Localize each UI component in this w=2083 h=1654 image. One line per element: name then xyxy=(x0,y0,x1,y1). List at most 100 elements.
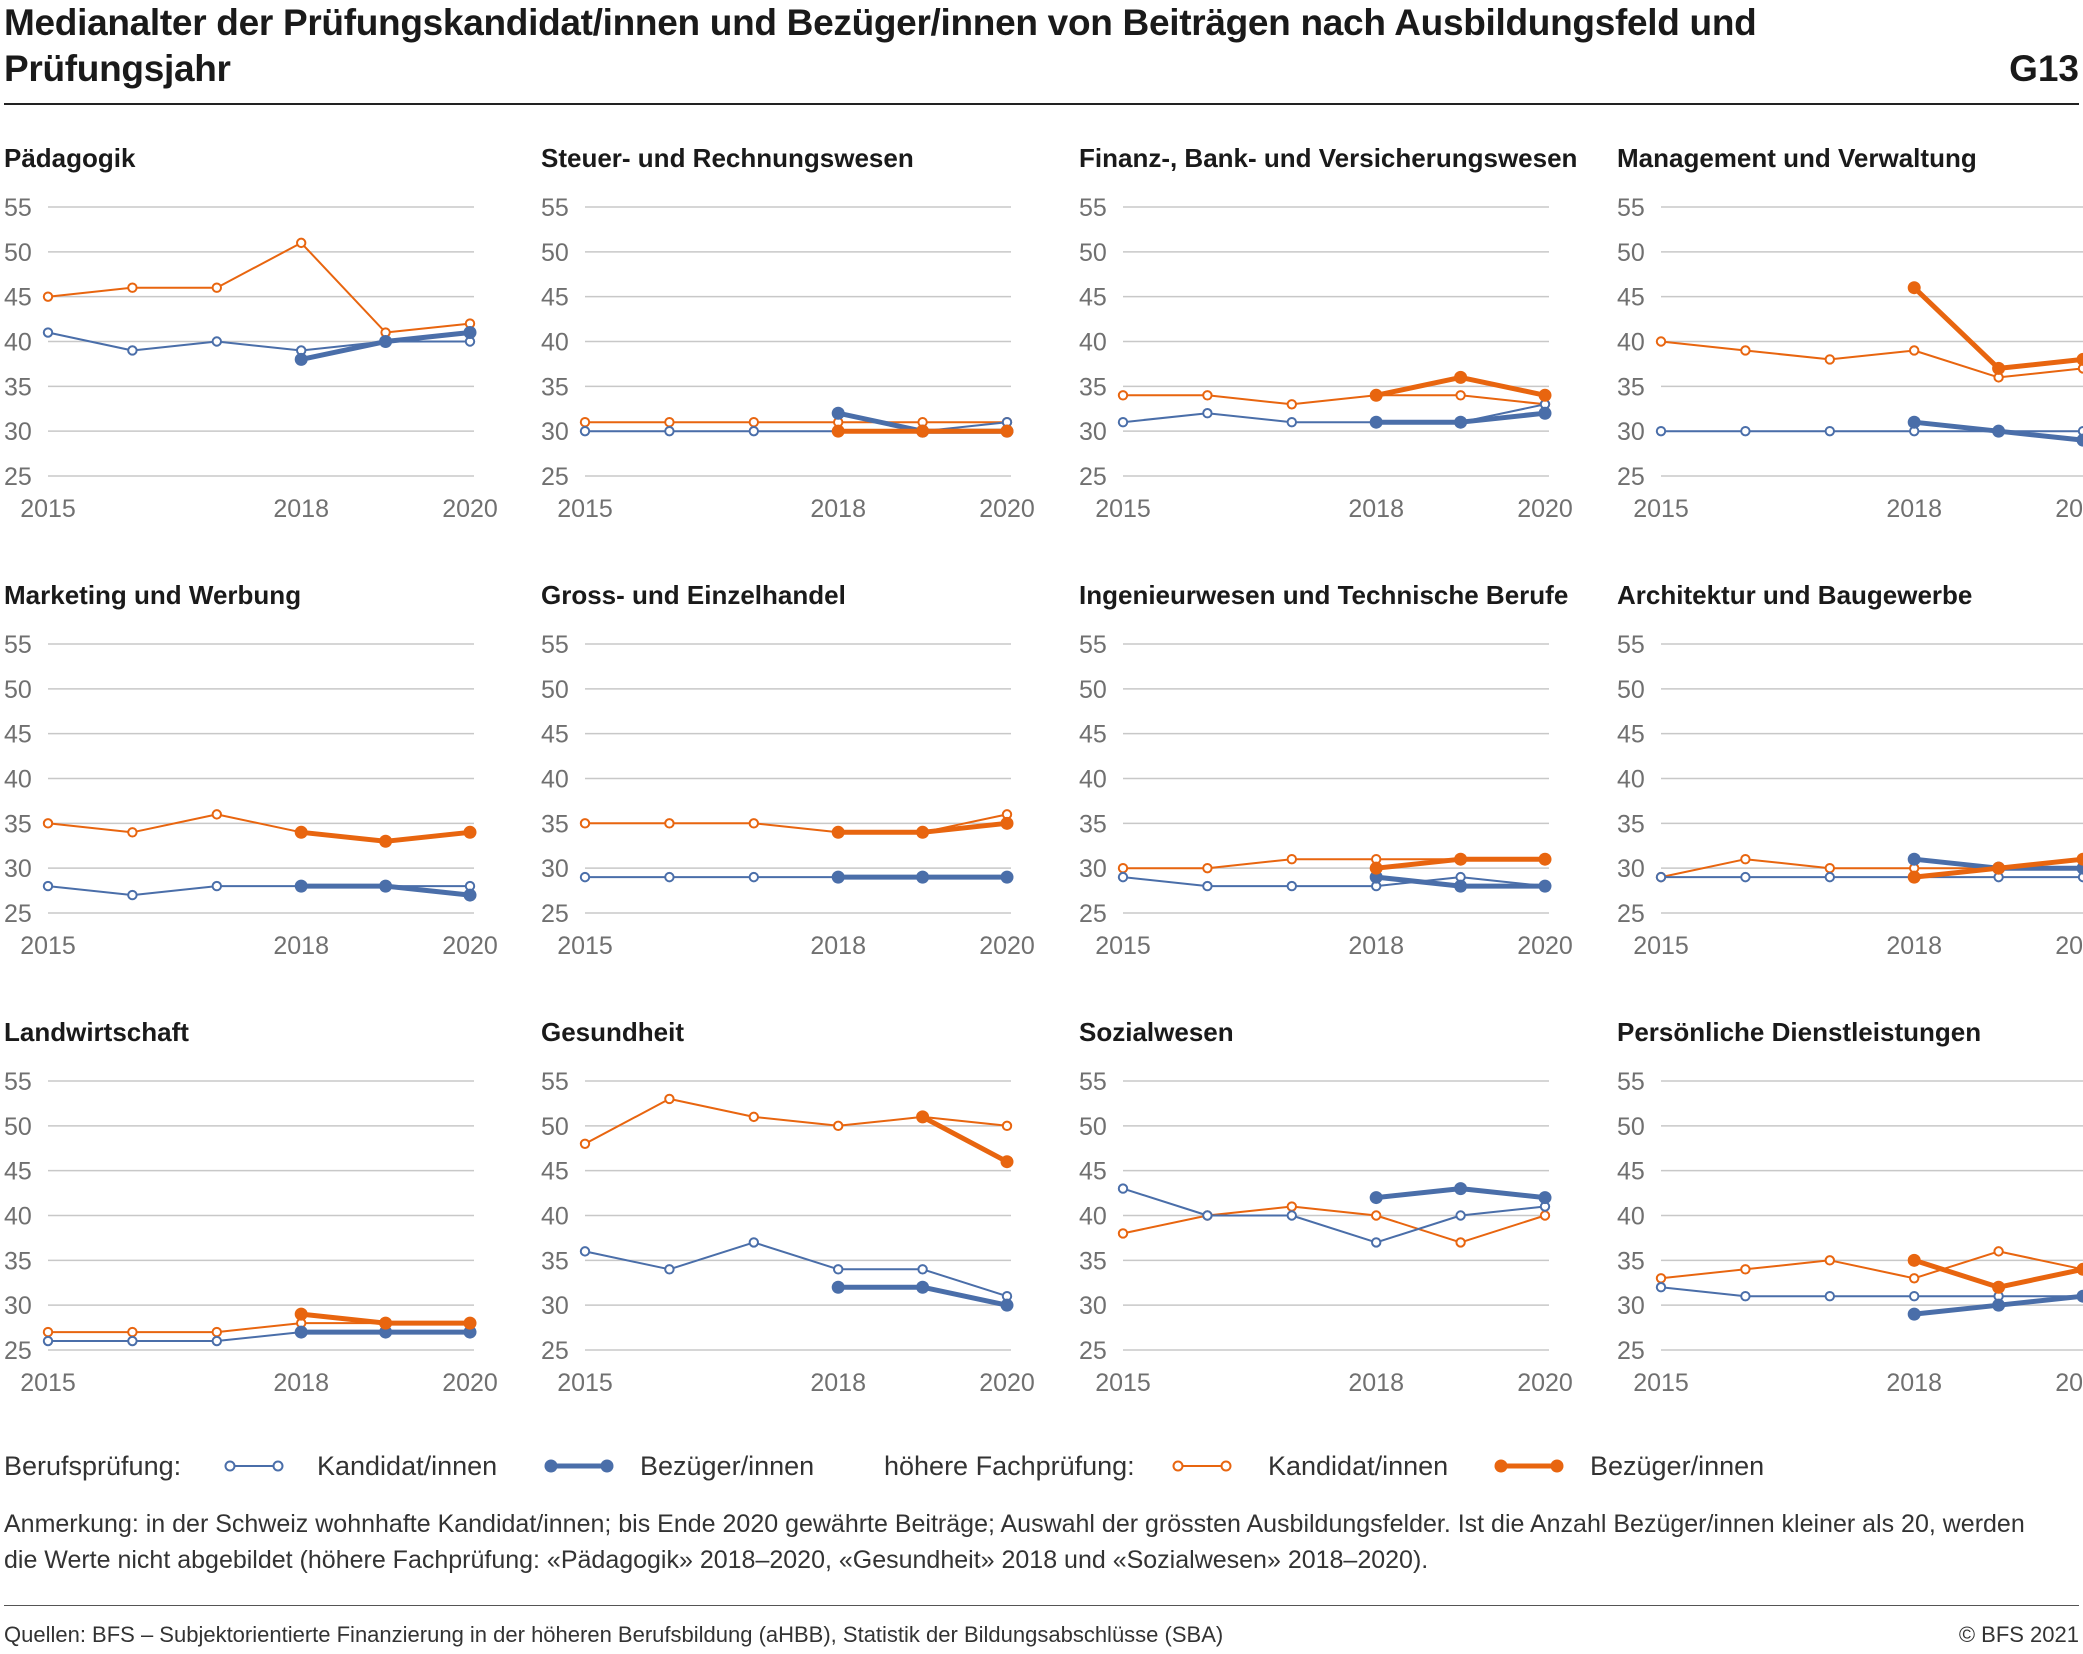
panel: Ingenieurwesen und Technische Berufe 25 30… xyxy=(1079,580,1599,980)
y-tick-label: 50 xyxy=(4,676,32,704)
y-tick-label: 50 xyxy=(1079,676,1107,704)
bp-bezueger-point-2020 xyxy=(1000,1298,1014,1312)
hfp-bezueger-point-2020 xyxy=(2076,352,2083,366)
x-tick-label: 2018 xyxy=(810,932,866,960)
hfp-bezueger-point-2018 xyxy=(831,825,845,839)
x-tick-label: 2020 xyxy=(979,932,1035,960)
y-tick-label: 50 xyxy=(1617,676,1645,704)
hfp-bezueger-point-2018 xyxy=(1907,870,1921,884)
hfp-bezueger-point-2018 xyxy=(831,424,845,438)
y-tick-label: 30 xyxy=(1079,1292,1107,1320)
hfp-bezueger-point-2020 xyxy=(463,1316,477,1330)
y-tick-label: 55 xyxy=(1079,194,1107,222)
bp-bezueger-point-2019 xyxy=(379,1325,393,1339)
bp-kandidaten-point-2017 xyxy=(748,425,760,437)
legend-bp-kand-label: Kandidat/innen xyxy=(317,1451,498,1481)
y-tick-label: 25 xyxy=(1079,463,1107,491)
y-tick-label: 25 xyxy=(541,463,569,491)
x-tick-label: 2020 xyxy=(442,932,498,960)
y-tick-label: 45 xyxy=(541,1158,569,1186)
x-tick-label: 2015 xyxy=(557,932,613,960)
panel-plot: 25 30 35 40 45 50 55 2015 2018 2020 xyxy=(541,631,1035,960)
panel-plot: 25 30 35 40 45 50 55 2015 2018 2020 xyxy=(4,194,498,523)
y-tick-label: 55 xyxy=(541,631,569,659)
panel-plot: 25 30 35 40 45 50 55 2015 2018 2020 xyxy=(1079,194,1573,523)
hfp-kandidaten-point-2017 xyxy=(1824,1255,1836,1266)
hfp-kandidaten-point-2019 xyxy=(1455,390,1466,401)
bp-kandidaten-point-2016 xyxy=(1740,871,1751,883)
y-tick-label: 25 xyxy=(1617,463,1645,491)
y-tick-label: 45 xyxy=(1617,1158,1645,1186)
y-tick-label: 50 xyxy=(1617,239,1645,267)
hfp-kandidaten-point-2017 xyxy=(1286,1201,1298,1212)
x-tick-label: 2015 xyxy=(1095,495,1151,523)
panel-title: Sozialwesen xyxy=(1079,1017,1234,1047)
hfp-kandidaten-line xyxy=(584,1097,1008,1145)
hfp-kandidaten-line xyxy=(1122,394,1546,406)
bp-bezueger-point-2018 xyxy=(1907,852,1921,866)
bp-kandidaten-point-2017 xyxy=(1824,425,1836,437)
hfp-kandidaten-point-2018 xyxy=(833,1120,844,1132)
hfp-kandidaten-point-2016 xyxy=(1202,390,1213,401)
bp-kandidaten-point-2017 xyxy=(1824,1291,1836,1302)
hfp-bezueger-point-2019 xyxy=(1454,852,1468,866)
y-tick-label: 25 xyxy=(541,1337,569,1365)
hfp-kandidaten-point-2015 xyxy=(1117,1228,1129,1239)
panel: Landwirtschaft 25 30 35 40 45 50 55 2015 2018 2020 xyxy=(4,1017,524,1417)
bp-kandidaten-point-2015 xyxy=(1655,425,1667,437)
y-tick-label: 25 xyxy=(4,463,32,491)
bp-kandidaten-point-2017 xyxy=(211,1335,223,1347)
bp-kandidaten-point-2017 xyxy=(1286,417,1298,428)
chart-title: Medianalter der Prüfungskandidat/innen u… xyxy=(4,2,1757,89)
hfp-bezueger-point-2019 xyxy=(916,424,930,438)
bp-kandidaten-point-2015 xyxy=(579,425,591,437)
panel: Sozialwesen 25 30 35 40 45 50 55 2015 2018 2020 xyxy=(1079,1017,1599,1417)
bp-kandidaten-point-2016 xyxy=(127,345,138,356)
bp-kandidaten-point-2017 xyxy=(211,336,223,347)
bp-bezueger-point-2018 xyxy=(1907,1307,1921,1321)
x-tick-label: 2015 xyxy=(1633,1369,1689,1397)
bp-bezueger-point-2019 xyxy=(1454,1182,1468,1196)
hfp-bezueger-point-2019 xyxy=(379,1316,393,1330)
bp-kandidaten-point-2019 xyxy=(1455,1210,1466,1221)
bp-kandidaten-line xyxy=(1122,876,1546,888)
hfp-kandidaten-point-2018 xyxy=(1909,1273,1920,1284)
hfp-kandidaten-point-2017 xyxy=(1824,354,1836,365)
panel: Steuer- und Rechnungswesen 25 30 35 40 45 50 55… xyxy=(541,143,1061,543)
y-tick-label: 40 xyxy=(1079,329,1107,357)
panel-title: Pädagogik xyxy=(4,143,136,173)
y-tick-label: 55 xyxy=(1617,631,1645,659)
x-tick-label: 2018 xyxy=(273,1369,329,1397)
bp-bezueger-point-2018 xyxy=(1369,415,1383,429)
y-tick-label: 50 xyxy=(4,1113,32,1141)
x-tick-label: 2018 xyxy=(1886,1369,1942,1397)
y-tick-label: 30 xyxy=(1617,1292,1645,1320)
bp-bezueger-point-2018 xyxy=(294,1325,308,1339)
bp-kandidaten-line xyxy=(1122,1187,1546,1244)
x-tick-label: 2015 xyxy=(557,1369,613,1397)
hfp-kandidaten-point-2016 xyxy=(664,1093,675,1105)
panel-title: Steuer- und Rechnungswesen xyxy=(541,143,914,173)
y-tick-label: 45 xyxy=(1079,721,1107,749)
y-tick-label: 45 xyxy=(1079,284,1107,312)
hfp-kandidaten-line xyxy=(47,241,471,334)
y-tick-label: 50 xyxy=(1079,239,1107,267)
bp-bezueger-point-2020 xyxy=(463,1325,477,1339)
hfp-bezueger-point-2019 xyxy=(1992,861,2006,875)
panel-title: Marketing und Werbung xyxy=(4,580,302,610)
hfp-bezueger-point-2020 xyxy=(1000,1155,1014,1169)
y-tick-label: 45 xyxy=(4,1158,32,1186)
y-tick-label: 30 xyxy=(4,1292,32,1320)
legend-hfp-kand-label: Kandidat/innen xyxy=(1268,1451,1449,1481)
x-tick-label: 2020 xyxy=(2055,932,2083,960)
hfp-bezueger-point-2020 xyxy=(2076,1262,2083,1276)
hfp-kandidaten-point-2020 xyxy=(1001,1120,1013,1132)
y-tick-label: 40 xyxy=(1617,329,1645,357)
x-tick-label: 2018 xyxy=(1348,932,1404,960)
bp-kandidaten-point-2017 xyxy=(211,880,223,892)
y-tick-label: 30 xyxy=(1079,418,1107,446)
bp-bezueger-point-2020 xyxy=(2076,433,2083,447)
bp-kandidaten-point-2015 xyxy=(579,871,591,883)
bp-bezueger-point-2020 xyxy=(1538,1191,1552,1205)
bp-bezueger-point-2020 xyxy=(1000,870,1014,884)
